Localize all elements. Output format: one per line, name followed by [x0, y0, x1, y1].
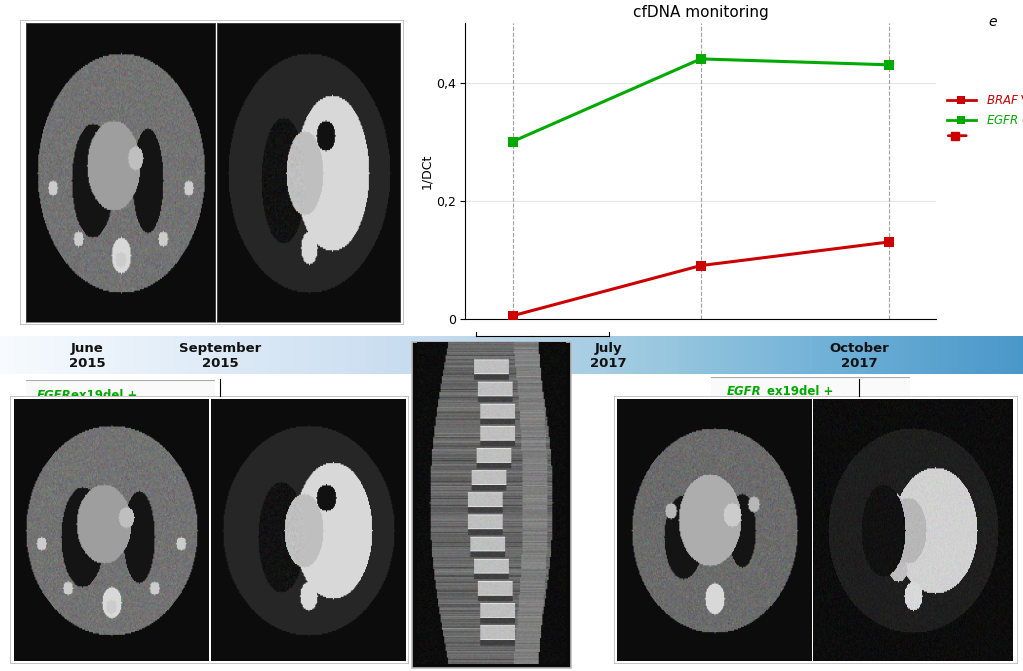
Text: ex19del +: ex19del +	[767, 385, 833, 399]
FancyBboxPatch shape	[614, 396, 1018, 664]
Text: MET amp +: MET amp +	[727, 418, 801, 431]
Text: BRAF: BRAF	[37, 405, 72, 418]
Text: b: b	[389, 404, 397, 418]
FancyBboxPatch shape	[412, 342, 571, 668]
Text: EGFR: EGFR	[727, 385, 761, 399]
Text: d: d	[997, 404, 1006, 418]
Text: V600E –: V600E –	[71, 405, 123, 418]
FancyBboxPatch shape	[10, 396, 409, 664]
FancyBboxPatch shape	[707, 377, 913, 437]
Text: July
2017: July 2017	[590, 342, 627, 370]
Text: BRAF: BRAF	[727, 402, 762, 415]
Text: c: c	[555, 342, 564, 356]
Text: a: a	[384, 30, 393, 44]
Text: V600E +: V600E +	[767, 402, 822, 415]
Text: September
2015: September 2015	[179, 342, 261, 370]
FancyBboxPatch shape	[20, 20, 404, 325]
Title: cfDNA monitoring: cfDNA monitoring	[633, 5, 768, 19]
Text: October
2017: October 2017	[830, 342, 889, 370]
Y-axis label: 1/DCt: 1/DCt	[420, 154, 433, 189]
Text: MET amp -: MET amp -	[37, 421, 106, 434]
FancyBboxPatch shape	[21, 380, 217, 440]
Text: ex19del +: ex19del +	[71, 389, 137, 402]
Legend: $\it{BRAF}$ V600E +, $\it{EGFR}$ ex19del +: $\it{BRAF}$ V600E +, $\it{EGFR}$ ex19del…	[946, 95, 1023, 127]
Text: EGFR: EGFR	[37, 389, 72, 402]
Text: e: e	[988, 15, 996, 29]
Text: June
2015: June 2015	[69, 342, 105, 370]
Text: May
2017: May 2017	[457, 342, 494, 370]
